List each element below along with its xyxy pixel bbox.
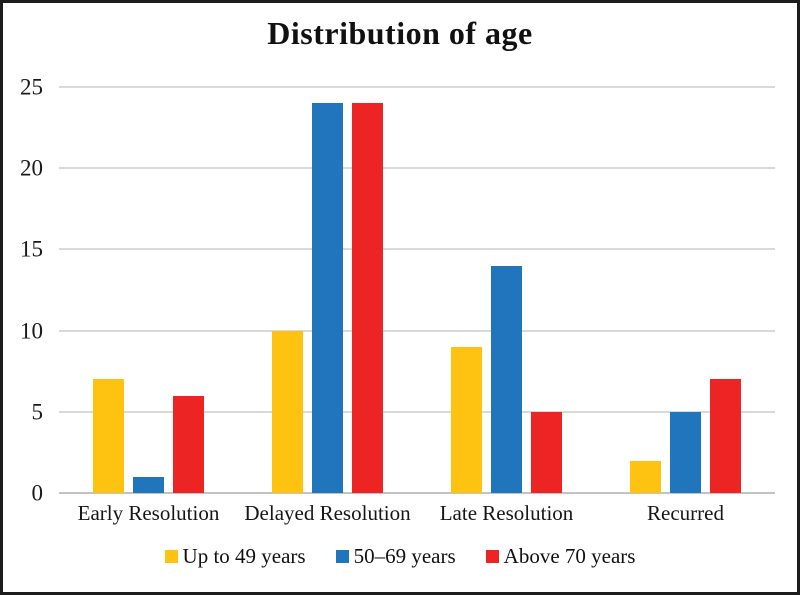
bar — [531, 411, 562, 493]
bar — [630, 460, 661, 493]
bar — [93, 379, 124, 493]
bar — [133, 476, 164, 493]
bar-group — [59, 87, 238, 493]
y-tick-label: 25 — [20, 74, 43, 100]
category-label: Late Resolution — [439, 501, 574, 525]
legend-swatch-icon — [335, 550, 349, 563]
legend-swatch-icon — [485, 550, 499, 563]
bar — [451, 346, 482, 493]
y-tick-label: 0 — [31, 480, 44, 506]
legend: Up to 49 years 50–69 years Above 70 years — [3, 544, 797, 569]
category-label: Early Resolution — [77, 501, 220, 525]
bar — [272, 330, 303, 493]
bar-group — [417, 87, 596, 493]
bar — [173, 395, 204, 493]
legend-label: 50–69 years — [353, 544, 456, 568]
y-tick-label: 20 — [20, 155, 43, 181]
legend-swatch-icon — [164, 550, 178, 563]
gridline — [59, 167, 775, 170]
legend-label: Up to 49 years — [182, 544, 306, 568]
y-tick-label: 5 — [31, 399, 44, 425]
gridline — [59, 248, 775, 251]
bar-groups — [59, 87, 775, 493]
category-label: Delayed Resolution — [244, 501, 411, 525]
gridline — [59, 86, 775, 88]
gridline — [59, 329, 775, 332]
y-tick-label: 10 — [20, 318, 43, 344]
bar — [491, 265, 522, 493]
y-axis: 0 5 10 15 20 25 — [3, 76, 44, 505]
legend-item: Above 70 years — [485, 544, 636, 569]
bar-group — [238, 87, 417, 493]
bar-group — [596, 87, 775, 493]
bar — [710, 379, 741, 493]
bar — [352, 103, 383, 493]
legend-item: Up to 49 years — [164, 544, 306, 569]
category-label: Recurred — [647, 501, 724, 525]
x-axis-labels: Early Resolution Delayed Resolution Late R… — [59, 501, 775, 526]
legend-label: Above 70 years — [503, 544, 636, 568]
legend-item: 50–69 years — [335, 544, 456, 569]
gridline — [59, 410, 775, 413]
x-axis-line — [59, 492, 775, 494]
bar — [312, 103, 343, 493]
chart-title: Distribution of age — [267, 15, 533, 51]
y-tick-label: 15 — [20, 236, 43, 262]
plot-area — [59, 86, 775, 494]
bar — [670, 411, 701, 493]
